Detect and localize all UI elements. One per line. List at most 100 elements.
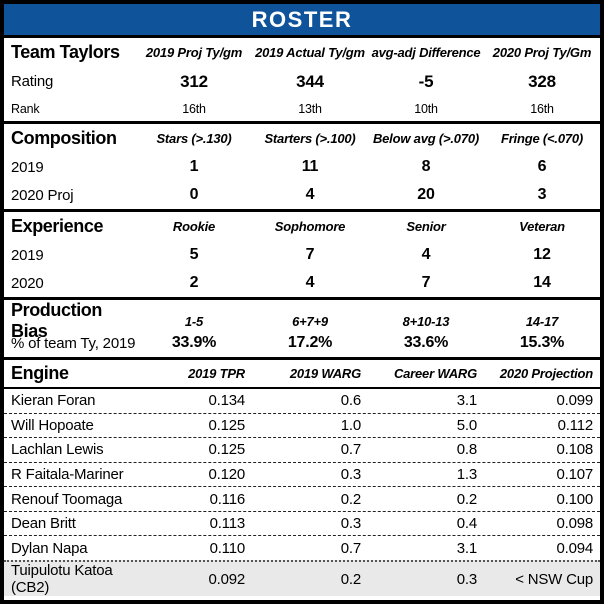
cell-value: 20 [417, 186, 435, 203]
column-header: 2020 Projection [499, 366, 593, 381]
cell-value: 13th [298, 101, 322, 116]
table-row: 2019 5 7 4 12 [4, 241, 600, 269]
player-name: Will Hopoate [11, 416, 94, 434]
row-label: 2020 Proj [11, 186, 74, 204]
column-header: avg-adj Difference [371, 45, 481, 60]
section-title: Production Bias [11, 300, 102, 341]
row-label: 2019 [11, 158, 44, 176]
cell-value: 0.4 [456, 515, 477, 533]
table-row: 2020 Proj 0 4 20 3 [4, 181, 600, 209]
cell-value: 0.7 [340, 441, 361, 459]
section-engine: Engine 2019 TPR 2019 WARG Career WARG 20… [4, 360, 600, 597]
player-row: Kieran Foran 0.134 0.6 3.1 0.099 [4, 389, 600, 413]
cell-value: 0.3 [340, 466, 361, 484]
cell-value: 12 [533, 246, 551, 263]
cell-value: 33.9% [171, 334, 217, 351]
column-header: 2019 Actual Ty/gm [255, 45, 365, 60]
table-row: % of team Ty, 2019 33.9% 17.2% 33.6% 15.… [4, 329, 600, 357]
cell-value: 0.2 [340, 490, 361, 508]
player-row: Dylan Napa 0.110 0.7 3.1 0.094 [4, 535, 600, 560]
cell-value: 328 [528, 71, 556, 91]
column-header: Career WARG [393, 366, 477, 381]
cell-value: 0.8 [456, 441, 477, 459]
section-composition: Composition Stars (>.130) Starters (>.10… [4, 124, 600, 212]
row-label: % of team Ty, 2019 [11, 334, 136, 352]
row-label: 2019 [11, 246, 44, 264]
cell-value: 6 [537, 158, 547, 175]
cell-value: 7 [421, 274, 431, 291]
cell-value: 344 [296, 71, 324, 91]
player-row-highlighted: Tuipulotu Katoa (CB2) 0.092 0.2 0.3 < NS… [4, 560, 600, 597]
cell-value: 10th [414, 101, 438, 116]
section-experience: Experience Rookie Sophomore Senior Veter… [4, 212, 600, 300]
page-title: ROSTER [251, 6, 353, 32]
player-name: Dean Britt [11, 515, 76, 533]
section-header-row: Team Taylors 2019 Proj Ty/gm 2019 Actual… [4, 38, 600, 67]
column-header: 2020 Proj Ty/Gm [492, 45, 592, 60]
row-label: 2020 [11, 274, 44, 292]
column-header: 14-17 [525, 313, 559, 329]
cell-value: 0.3 [456, 570, 477, 588]
section-title: Engine [11, 363, 69, 383]
column-header: Fringe (<.070) [500, 131, 584, 146]
row-label: Rating [11, 73, 54, 90]
cell-value: 0.2 [456, 490, 477, 508]
cell-value: 3.1 [456, 392, 477, 410]
cell-value: 16th [530, 101, 554, 116]
cell-value: 0.120 [208, 466, 245, 484]
cell-value: 0.6 [340, 392, 361, 410]
section-title: Composition [11, 128, 117, 148]
cell-value: 312 [180, 71, 208, 91]
cell-value: 2 [189, 274, 199, 291]
player-name: Renouf Toomaga [11, 490, 123, 508]
cell-value: 15.3% [519, 334, 565, 351]
table-row: Rating 312 344 -5 328 [4, 67, 600, 96]
cell-value: 11 [301, 158, 319, 175]
column-header: 2019 TPR [188, 366, 245, 381]
player-name: Kieran Foran [11, 392, 96, 410]
cell-value: 0.125 [208, 416, 245, 434]
column-header: 8+10-13 [402, 313, 450, 329]
table-row: 2020 2 4 7 14 [4, 269, 600, 297]
section-header-row: Production Bias 1-5 6+7+9 8+10-13 14-17 [4, 300, 600, 341]
player-row: Will Hopoate 0.125 1.0 5.0 0.112 [4, 412, 600, 438]
cell-value: 0 [189, 186, 199, 203]
player-row: R Faitala-Mariner 0.120 0.3 1.3 0.107 [4, 461, 600, 487]
table-row: 2019 1 11 8 6 [4, 153, 600, 181]
section-title: Team Taylors [11, 42, 120, 62]
cell-value: 0.116 [209, 490, 246, 508]
cell-value: 0.107 [556, 466, 593, 484]
cell-value: 0.7 [340, 539, 361, 557]
section-team-taylors: Team Taylors 2019 Proj Ty/gm 2019 Actual… [4, 38, 600, 124]
section-production-bias: Production Bias 1-5 6+7+9 8+10-13 14-17 … [4, 300, 600, 360]
column-header: Below avg (>.070) [372, 131, 480, 146]
cell-value: 0.125 [208, 441, 245, 459]
cell-value: 0.3 [340, 515, 361, 533]
cell-value: 0.092 [208, 570, 245, 588]
player-row: Dean Britt 0.113 0.3 0.4 0.098 [4, 510, 600, 536]
column-header: Rookie [172, 219, 216, 234]
column-header: Senior [406, 219, 446, 234]
row-label: Rank [11, 101, 40, 116]
section-header-row: Engine 2019 TPR 2019 WARG Career WARG 20… [4, 360, 600, 389]
cell-value: < NSW Cup [515, 570, 593, 588]
cell-value: 14 [533, 274, 551, 291]
cell-value: -5 [418, 71, 434, 91]
cell-value: 1.3 [456, 466, 477, 484]
cell-value: 0.098 [556, 515, 593, 533]
section-title: Experience [11, 216, 104, 236]
cell-value: 3 [537, 186, 547, 203]
column-header: Veteran [519, 219, 565, 234]
column-header: Sophomore [274, 219, 346, 234]
cell-value: 0.100 [556, 490, 593, 508]
engine-player-list: Kieran Foran 0.134 0.6 3.1 0.099 Will Ho… [4, 389, 600, 597]
cell-value: 0.113 [209, 515, 246, 533]
column-header: 1-5 [184, 313, 204, 329]
player-name: Dylan Napa [11, 539, 88, 557]
player-name: R Faitala-Mariner [11, 466, 124, 484]
cell-value: 0.2 [340, 570, 361, 588]
cell-value: 0.110 [209, 539, 246, 557]
section-header-row: Composition Stars (>.130) Starters (>.10… [4, 124, 600, 153]
cell-value: 0.099 [556, 392, 593, 410]
